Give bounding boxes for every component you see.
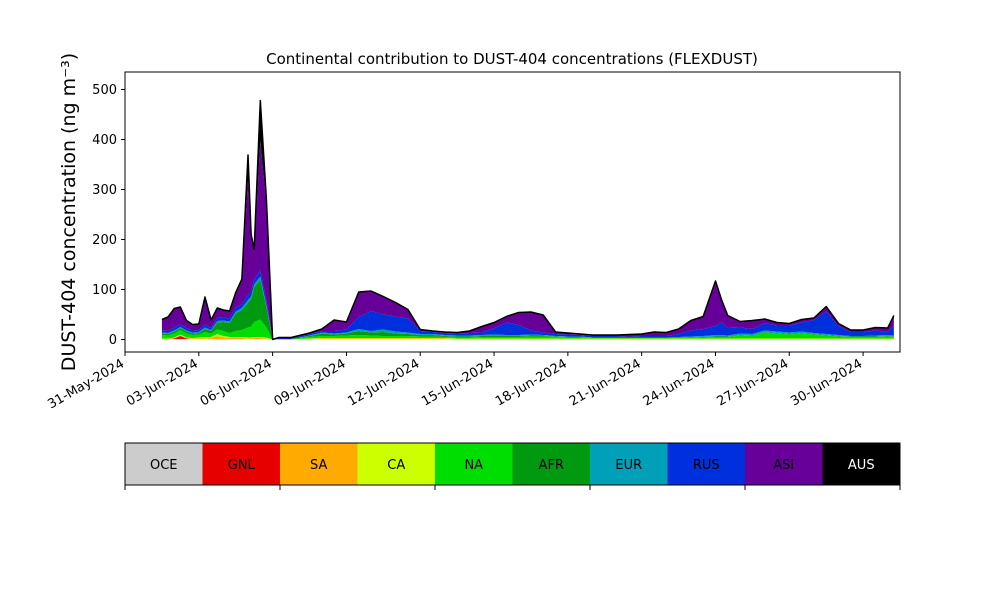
x-tick-label: 18-Jun-2024 bbox=[493, 356, 570, 409]
legend-swatch-oce bbox=[125, 443, 203, 485]
legend-label-aus: AUS bbox=[848, 458, 875, 473]
y-tick-label: 200 bbox=[92, 233, 117, 248]
plot-frame bbox=[124, 71, 901, 353]
x-tick-label: 27-Jun-2024 bbox=[714, 356, 791, 409]
y-tick-label: 500 bbox=[92, 83, 117, 98]
x-tick-label: 15-Jun-2024 bbox=[419, 356, 496, 409]
x-tick-label: 30-Jun-2024 bbox=[788, 356, 865, 409]
area-oce bbox=[161, 339, 894, 340]
legend-label-na: NA bbox=[464, 458, 483, 473]
legend-swatch-sa bbox=[280, 443, 358, 485]
stacked-areas bbox=[161, 100, 894, 340]
x-tick-label: 12-Jun-2024 bbox=[345, 356, 422, 409]
legend-swatch-aus bbox=[822, 443, 901, 485]
legend-swatch-ca bbox=[357, 443, 436, 485]
legend-label-asi: ASI bbox=[773, 458, 794, 473]
x-tick-label: 06-Jun-2024 bbox=[198, 356, 275, 409]
legend-swatch-eur bbox=[590, 443, 668, 485]
legend-frame bbox=[124, 442, 901, 486]
legend-label-sa: SA bbox=[310, 458, 327, 473]
total-line-group bbox=[161, 99, 895, 341]
area-na bbox=[161, 319, 894, 340]
legend-label-eur: EUR bbox=[615, 458, 642, 473]
x-tick-label: 09-Jun-2024 bbox=[272, 356, 349, 409]
chart-title: Continental contribution to DUST-404 con… bbox=[266, 50, 758, 68]
y-axis-label: DUST-404 concentration (ng m⁻³) bbox=[58, 53, 80, 371]
area-rus bbox=[161, 270, 894, 340]
x-axis: 31-May-202403-Jun-202406-Jun-202409-Jun-… bbox=[45, 352, 865, 412]
legend-colorbar: OCE GNL SA CA NA AFR EUR RUS ASI AUS bbox=[124, 442, 901, 490]
total-concentration-line bbox=[161, 99, 895, 341]
x-tick-label: 03-Jun-2024 bbox=[124, 356, 201, 409]
legend-label-rus: RUS bbox=[693, 458, 720, 473]
x-tick-label: 21-Jun-2024 bbox=[567, 356, 644, 409]
y-tick-label: 400 bbox=[92, 133, 117, 148]
legend-swatch-gnl bbox=[202, 443, 281, 485]
legend-label-ca: CA bbox=[387, 458, 405, 473]
y-axis: 0 100 200 300 400 500 bbox=[92, 83, 125, 348]
x-tick-label: 24-Jun-2024 bbox=[641, 356, 718, 409]
y-tick-label: 300 bbox=[92, 183, 117, 198]
area-ca bbox=[161, 334, 894, 340]
y-tick-label: 0 bbox=[109, 333, 117, 348]
y-tick-label: 100 bbox=[92, 283, 117, 298]
legend-swatch-afr bbox=[512, 443, 591, 485]
legend-swatch-asi bbox=[745, 443, 823, 485]
legend-swatch-na bbox=[435, 443, 513, 485]
legend-label-afr: AFR bbox=[539, 458, 564, 473]
legend-label-oce: OCE bbox=[150, 458, 178, 473]
legend-swatch-rus bbox=[667, 443, 746, 485]
legend-label-gnl: GNL bbox=[228, 458, 256, 473]
